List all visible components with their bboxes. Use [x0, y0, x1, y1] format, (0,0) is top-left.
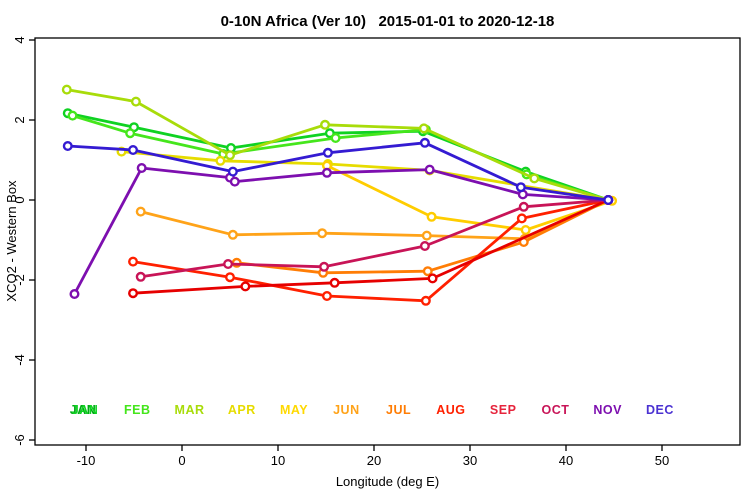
chart-title: 0-10N Africa (Ver 10) 2015-01-01 to 2020… [220, 13, 555, 30]
series-marker-APR [215, 155, 226, 166]
series-marker-AUG [224, 272, 235, 283]
legend-month-DEC: DEC [646, 403, 674, 417]
series-marker-JUN [317, 228, 328, 239]
x-tick-label: -10 [77, 453, 96, 468]
series-marker-MAY [520, 224, 531, 235]
legend-month-FEB: FEB [124, 403, 151, 417]
series-marker-DEC [419, 137, 430, 148]
plot-frame [34, 37, 741, 446]
x-tick-label: 10 [271, 453, 285, 468]
legend-month-JUN: JUN [333, 403, 360, 417]
x-tick-label: 40 [559, 453, 573, 468]
legend-month-AUG: AUG [436, 403, 466, 417]
legend-month-OCT: OCT [541, 403, 570, 417]
series-marker-JUN [135, 206, 146, 217]
series-marker-NOV [424, 164, 435, 175]
series-marker-OCT [518, 201, 529, 212]
legend-month-SEP: SEP [489, 403, 517, 417]
series-marker-AUG [321, 291, 332, 302]
series-line-AUG [131, 198, 610, 303]
series-marker-OCT [223, 259, 234, 270]
legend-month-NOV: NOV [593, 403, 622, 417]
series-marker-DEC [62, 140, 73, 151]
x-tick-label: 20 [367, 453, 381, 468]
legend-month-JAN: JAN [71, 403, 99, 417]
series-line-NOV [73, 166, 610, 296]
series-marker-SEP [240, 281, 251, 292]
series-marker-JUL [422, 266, 433, 277]
series-marker-JUN [227, 229, 238, 240]
series-marker-DEC [603, 194, 614, 205]
series-marker-OCT [419, 240, 430, 251]
series-marker-NOV [321, 167, 332, 178]
x-tick-label: 30 [463, 453, 477, 468]
series-marker-MAY [426, 211, 437, 222]
series-marker-NOV [229, 176, 240, 187]
series-line-MAR [65, 88, 610, 202]
y-tick-label: -6 [12, 434, 27, 446]
series-marker-SEP [427, 273, 438, 284]
series-marker-DEC [515, 182, 526, 193]
series-marker-DEC [227, 166, 238, 177]
series-marker-DEC [128, 144, 139, 155]
x-tick-label: 50 [655, 453, 669, 468]
legend-month-APR: APR [227, 403, 256, 417]
series-marker-MAR [529, 173, 540, 184]
series-marker-DEC [322, 147, 333, 158]
series-marker-NOV [136, 162, 147, 173]
series-marker-AUG [516, 213, 527, 224]
series-marker-FEB [67, 110, 78, 121]
series-marker-OCT [135, 271, 146, 282]
series-marker-MAR [224, 150, 235, 161]
series-marker-JUN [421, 230, 432, 241]
series-marker-MAR [320, 119, 331, 130]
series-marker-AUG [128, 256, 139, 267]
y-tick-label: 4 [12, 36, 27, 43]
legend-month-MAY: MAY [280, 403, 309, 417]
series-marker-SEP [329, 277, 340, 288]
legend-month-JUL: JUL [386, 403, 412, 417]
y-tick-label: 0 [12, 196, 27, 203]
series-marker-AUG [420, 295, 431, 306]
series-marker-SEP [128, 288, 139, 299]
series-marker-FEB [330, 132, 341, 143]
series-marker-MAR [418, 123, 429, 134]
legend-month-MAR: MAR [174, 403, 205, 417]
y-tick-label: -2 [12, 274, 27, 286]
x-tick-label: 0 [178, 453, 185, 468]
series-line-OCT [139, 198, 610, 279]
series-marker-OCT [319, 261, 330, 272]
series-marker-FEB [125, 128, 136, 139]
x-axis-label: Longitude (deg E) [335, 474, 440, 489]
series-marker-NOV [69, 289, 80, 300]
y-tick-label: 2 [12, 116, 27, 123]
series-marker-MAR [130, 96, 141, 107]
series-marker-MAR [61, 84, 72, 95]
y-tick-label: -4 [12, 354, 27, 366]
